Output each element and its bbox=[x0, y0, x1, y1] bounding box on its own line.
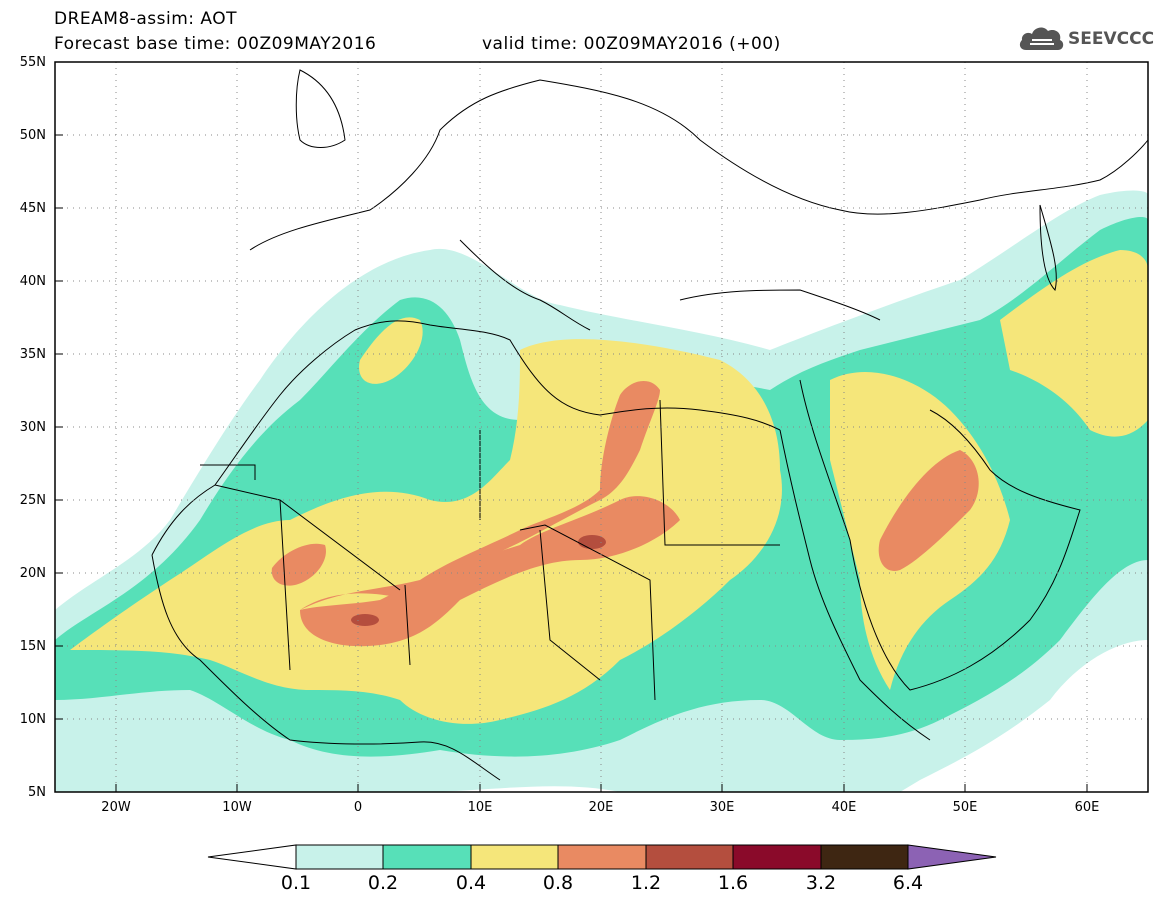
colorbar-label: 1.6 bbox=[717, 872, 749, 894]
colorbar-segment-3 bbox=[470, 844, 559, 870]
aot-contour-0.4 bbox=[70, 339, 782, 724]
coastline-italy bbox=[459, 239, 591, 331]
coastline-west-africa bbox=[151, 320, 781, 556]
coastline-red-sea-west bbox=[779, 429, 931, 741]
colorbar-label: 1.2 bbox=[630, 872, 662, 894]
lat-label: 5N bbox=[28, 785, 46, 800]
coastline-uk bbox=[295, 69, 346, 148]
aot-contour-1.2-b bbox=[578, 535, 606, 549]
lon-label: 50E bbox=[952, 800, 978, 815]
lon-label: 60E bbox=[1074, 800, 1100, 815]
lat-label: 45N bbox=[19, 201, 46, 216]
lat-label: 50N bbox=[19, 128, 46, 143]
lat-label: 10N bbox=[19, 712, 46, 727]
lon-label: 20E bbox=[588, 800, 614, 815]
coastline-turkey bbox=[679, 289, 881, 321]
coastline-arabia bbox=[799, 379, 1081, 691]
aot-contour-0.8-b bbox=[300, 496, 680, 647]
aot-contour-0.4-morocco bbox=[359, 317, 423, 384]
colorbar-label: 0.2 bbox=[367, 872, 399, 894]
cloud-icon bbox=[1019, 27, 1064, 50]
gridlines bbox=[55, 62, 1148, 792]
lon-label: 30E bbox=[709, 800, 735, 815]
colorbar-label: 0.8 bbox=[542, 872, 574, 894]
lon-label: 10E bbox=[467, 800, 493, 815]
colorbar-segment-7 bbox=[820, 844, 909, 870]
lon-label: 20W bbox=[101, 800, 131, 815]
logo-text: SEEVCCC bbox=[1068, 29, 1155, 49]
lon-label: 0 bbox=[353, 800, 363, 815]
seevccc-logo: SEEVCCC bbox=[1018, 22, 1155, 56]
axis-ticks bbox=[55, 61, 1088, 793]
lat-label: 20N bbox=[19, 566, 46, 581]
colorbar-low-arrow bbox=[207, 844, 297, 870]
lat-label: 15N bbox=[19, 639, 46, 654]
lat-label: 40N bbox=[19, 274, 46, 289]
border-1 bbox=[214, 399, 780, 701]
coastline-gulf-guinea bbox=[151, 554, 501, 781]
aot-field bbox=[55, 190, 1148, 792]
colorbar-label: 3.2 bbox=[805, 872, 837, 894]
colorbar-segment-6 bbox=[732, 844, 822, 870]
coastlines bbox=[151, 69, 1148, 781]
lon-label: 10W bbox=[222, 800, 252, 815]
coastline-europe bbox=[249, 79, 1148, 251]
aot-contour-0.8-west bbox=[271, 543, 326, 586]
colorbar-high-arrow bbox=[907, 844, 997, 870]
colorbar bbox=[207, 844, 997, 870]
aot-contour-0.8-arabia bbox=[878, 450, 979, 571]
valid-time: valid time: 00Z09MAY2016 (+00) bbox=[482, 34, 781, 54]
colorbar-segment-4 bbox=[557, 844, 647, 870]
colorbar-segment-5 bbox=[645, 844, 734, 870]
lat-label: 35N bbox=[19, 347, 46, 362]
colorbar-label: 0.1 bbox=[280, 872, 312, 894]
colorbar-label: 0.4 bbox=[455, 872, 487, 894]
colorbar-label: 6.4 bbox=[892, 872, 924, 894]
aot-contour-0.8 bbox=[300, 380, 660, 610]
lat-label: 55N bbox=[19, 55, 46, 70]
forecast-base-time: Forecast base time: 00Z09MAY2016 bbox=[54, 34, 377, 54]
aot-contour-1.2-a bbox=[351, 614, 379, 626]
aot-contour-0.4-east bbox=[1000, 250, 1148, 437]
border-2 bbox=[200, 464, 601, 681]
map-title: DREAM8-assim: AOT bbox=[54, 9, 238, 29]
lon-label: 40E bbox=[831, 800, 857, 815]
colorbar-segment-1 bbox=[295, 844, 384, 870]
coastline-caspian bbox=[1039, 204, 1057, 291]
lat-label: 25N bbox=[19, 493, 46, 508]
colorbar-segment-2 bbox=[382, 844, 472, 870]
lat-label: 30N bbox=[19, 420, 46, 435]
